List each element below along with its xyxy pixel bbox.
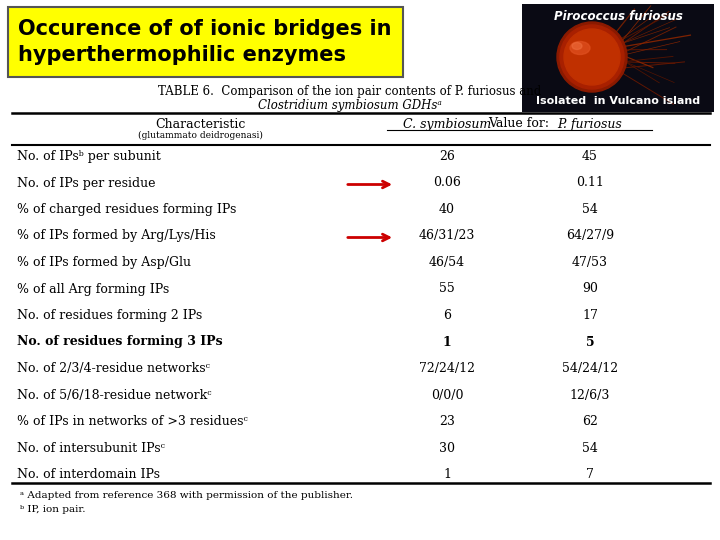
Text: 0.06: 0.06 <box>433 177 461 190</box>
Text: Occurence of of ionic bridges in: Occurence of of ionic bridges in <box>18 19 392 39</box>
Text: No. of 5/6/18-residue networkᶜ: No. of 5/6/18-residue networkᶜ <box>17 388 212 402</box>
Text: % of IPs formed by Arg/Lys/His: % of IPs formed by Arg/Lys/His <box>17 230 216 242</box>
Text: hyperthermophilic enzymes: hyperthermophilic enzymes <box>18 45 346 65</box>
Text: No. of interdomain IPs: No. of interdomain IPs <box>17 468 160 481</box>
Text: 54: 54 <box>582 203 598 216</box>
Circle shape <box>557 22 627 92</box>
Text: 0.11: 0.11 <box>576 177 604 190</box>
Text: No. of residues forming 3 IPs: No. of residues forming 3 IPs <box>17 335 222 348</box>
Text: 1: 1 <box>443 335 451 348</box>
Text: 23: 23 <box>439 415 455 428</box>
Text: No. of IPs per residue: No. of IPs per residue <box>17 177 156 190</box>
Text: 46/54: 46/54 <box>429 256 465 269</box>
Text: Pirococcus furiosus: Pirococcus furiosus <box>554 10 683 23</box>
Circle shape <box>564 29 620 85</box>
Text: 72/24/12: 72/24/12 <box>419 362 475 375</box>
Text: No. of intersubunit IPsᶜ: No. of intersubunit IPsᶜ <box>17 442 165 455</box>
Text: 54: 54 <box>582 442 598 455</box>
Text: No. of IPsᵇ per subunit: No. of IPsᵇ per subunit <box>17 150 161 163</box>
Text: 54/24/12: 54/24/12 <box>562 362 618 375</box>
Text: 47/53: 47/53 <box>572 256 608 269</box>
Text: 12/6/3: 12/6/3 <box>570 388 610 402</box>
Text: 90: 90 <box>582 282 598 295</box>
Text: 17: 17 <box>582 309 598 322</box>
Text: 55: 55 <box>439 282 455 295</box>
Text: Characteristic: Characteristic <box>155 118 246 131</box>
Text: 62: 62 <box>582 415 598 428</box>
Circle shape <box>560 25 624 89</box>
Text: No. of 2/3/4-residue networksᶜ: No. of 2/3/4-residue networksᶜ <box>17 362 210 375</box>
Text: % of IPs formed by Asp/Glu: % of IPs formed by Asp/Glu <box>17 256 191 269</box>
Text: 30: 30 <box>439 442 455 455</box>
Text: 64/27/9: 64/27/9 <box>566 230 614 242</box>
Text: 5: 5 <box>585 335 594 348</box>
Text: TABLE 6.  Comparison of the ion pair contents of P. furiosus and: TABLE 6. Comparison of the ion pair cont… <box>158 85 541 98</box>
Text: 26: 26 <box>439 150 455 163</box>
Text: Isolated  in Vulcano island: Isolated in Vulcano island <box>536 96 700 106</box>
Text: P. furiosus: P. furiosus <box>557 118 622 131</box>
Text: % of IPs in networks of >3 residuesᶜ: % of IPs in networks of >3 residuesᶜ <box>17 415 248 428</box>
Ellipse shape <box>570 42 590 55</box>
Text: 40: 40 <box>439 203 455 216</box>
Text: % of all Arg forming IPs: % of all Arg forming IPs <box>17 282 169 295</box>
Text: (glutammato deidrogenasi): (glutammato deidrogenasi) <box>138 131 262 140</box>
Text: 45: 45 <box>582 150 598 163</box>
Text: Value for:: Value for: <box>488 117 549 130</box>
Text: Clostridium symbiosum GDHsᵃ: Clostridium symbiosum GDHsᵃ <box>258 99 442 112</box>
FancyBboxPatch shape <box>8 7 403 77</box>
Text: % of charged residues forming IPs: % of charged residues forming IPs <box>17 203 236 216</box>
Text: No. of residues forming 2 IPs: No. of residues forming 2 IPs <box>17 309 202 322</box>
Text: 6: 6 <box>443 309 451 322</box>
Text: 0/0/0: 0/0/0 <box>431 388 463 402</box>
Text: 46/31/23: 46/31/23 <box>419 230 475 242</box>
Text: 7: 7 <box>586 468 594 481</box>
Ellipse shape <box>572 43 582 50</box>
Text: ᵇ IP, ion pair.: ᵇ IP, ion pair. <box>20 504 86 514</box>
Text: C. symbiosum: C. symbiosum <box>403 118 491 131</box>
Text: 1: 1 <box>443 468 451 481</box>
Text: ᵃ Adapted from reference 368 with permission of the publisher.: ᵃ Adapted from reference 368 with permis… <box>20 490 353 500</box>
FancyBboxPatch shape <box>522 4 714 112</box>
